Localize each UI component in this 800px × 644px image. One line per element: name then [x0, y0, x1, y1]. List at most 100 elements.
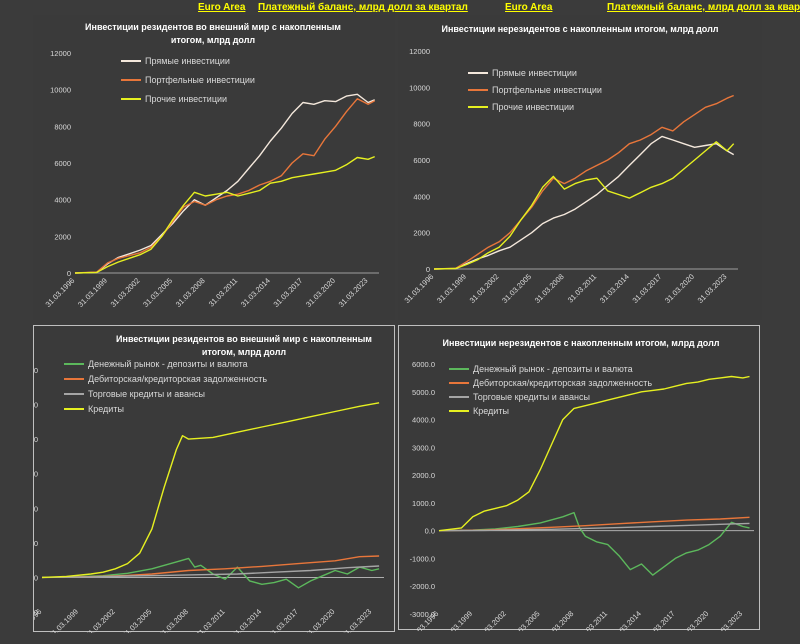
x-tick-label: 31.03.2008 [543, 609, 576, 631]
x-tick-label: 31.03.2023 [337, 276, 370, 309]
y-tick-label: 12000 [409, 47, 430, 56]
y-tick-label: 4000 [54, 196, 71, 205]
legend-label: Прочие инвестиции [492, 102, 574, 112]
y-tick-label: 4000 [413, 192, 430, 201]
y-tick-label: 2000.0 [412, 471, 435, 480]
y-tick-label: 1000.0 [34, 539, 38, 548]
y-tick-label: 4000.0 [412, 416, 435, 425]
y-tick-label: 0 [67, 269, 71, 278]
x-tick-label: 31.03.2014 [610, 609, 643, 631]
legend-label: Портфельные инвестиции [145, 75, 255, 85]
series-line [438, 375, 750, 532]
x-tick-label: 31.03.2008 [533, 272, 566, 305]
header-left-subtitle[interactable]: Платежный баланс, млрд долл за квартал [258, 2, 468, 13]
y-tick-label: 2000 [413, 229, 430, 238]
x-tick-label: 31.03.2014 [598, 272, 631, 305]
x-tick-label: 31.03.2005 [141, 276, 174, 309]
series-line [74, 93, 375, 274]
x-tick-label: 31.03.2020 [678, 609, 711, 631]
legend-label: Торговые кредиты и авансы [88, 389, 205, 399]
x-tick-label: 31.03.1996 [34, 607, 43, 633]
x-tick-label: 31.03.2005 [509, 609, 542, 631]
x-tick-label: 31.03.2002 [84, 607, 117, 633]
y-tick-label: 0 [426, 265, 430, 274]
chart-title-line: Инвестиции нерезидентов с накопленным ит… [441, 24, 718, 34]
chart-panel-residents-other-investment: Инвестиции резидентов во внешний мир с н… [11, 325, 395, 640]
series-line [433, 135, 735, 270]
chart-title-line: Инвестиции резидентов во внешний мир с н… [116, 334, 372, 344]
x-tick-label: 31.03.2017 [267, 607, 300, 633]
y-tick-label: 3000.0 [412, 443, 435, 452]
y-tick-label: 5000.0 [34, 401, 38, 410]
x-tick-label: 31.03.1999 [76, 276, 109, 309]
series-line [433, 141, 735, 270]
x-tick-label: 31.03.2014 [239, 276, 272, 309]
x-tick-label: 31.03.2020 [304, 607, 337, 633]
y-tick-label: 2000 [54, 232, 71, 241]
legend-label: Портфельные инвестиции [492, 85, 602, 95]
legend-label: Кредиты [473, 406, 509, 416]
x-tick-label: 31.03.2011 [194, 607, 227, 633]
series-line [74, 98, 376, 274]
x-tick-label: 31.03.2020 [304, 276, 337, 309]
legend-label: Кредиты [88, 404, 124, 414]
chart-svg: Инвестиции резидентов во внешний мир с н… [44, 22, 379, 309]
x-tick-label: 31.03.2020 [663, 272, 696, 305]
x-tick-label: 31.03.2005 [120, 607, 153, 633]
y-tick-label: 1000.0 [412, 499, 435, 508]
y-tick-label: 8000 [413, 120, 430, 129]
x-tick-label: 31.03.2002 [468, 272, 501, 305]
y-tick-label: 0.0 [34, 573, 38, 582]
y-tick-label: 6000.0 [412, 360, 435, 369]
chart-title-line: Инвестиции резидентов во внешний мир с н… [85, 22, 341, 32]
legend-label: Денежный рынок - депозиты и валюта [88, 359, 248, 369]
y-tick-label: 2000.0 [34, 504, 38, 513]
x-tick-label: 31.03.2023 [711, 609, 744, 631]
legend-label: Торговые кредиты и авансы [473, 392, 590, 402]
chart-panel-residents-investment-types: Инвестиции резидентов во внешний мир с н… [33, 15, 395, 320]
x-tick-label: 31.03.2008 [157, 607, 190, 633]
x-tick-label: 31.03.2002 [109, 276, 142, 309]
header-right-subtitle[interactable]: Платежный баланс, млрд долл за квартал [607, 2, 800, 13]
y-tick-label: 0.0 [425, 527, 435, 536]
y-tick-label: 10000 [50, 86, 71, 95]
x-tick-label: 31.03.1999 [47, 607, 80, 633]
x-tick-label: 31.03.2017 [272, 276, 305, 309]
y-tick-label: 10000 [409, 83, 430, 92]
y-tick-label: 8000 [54, 122, 71, 131]
y-tick-label: -2000.0 [410, 582, 435, 591]
x-tick-label: 31.03.2011 [566, 272, 599, 305]
chart-title-line: итогом, млрд долл [171, 35, 256, 45]
y-tick-label: 3000.0 [34, 470, 38, 479]
legend-label: Прямые инвестиции [492, 68, 577, 78]
y-tick-label: 5000.0 [412, 388, 435, 397]
x-tick-label: 31.03.2002 [475, 609, 508, 631]
chart-panel-nonresidents-other-investment: Инвестиции нерезидентов с накопленным ит… [398, 325, 760, 642]
series-line [438, 511, 750, 576]
series-line [41, 402, 380, 579]
x-tick-label: 31.03.1999 [435, 272, 468, 305]
x-tick-label: 31.03.2011 [207, 276, 240, 309]
chart-panel-nonresidents-investment-types: Инвестиции нерезидентов с накопленным ит… [398, 15, 762, 320]
series-line [74, 155, 375, 274]
y-tick-label: 6000 [413, 156, 430, 165]
legend-label: Прямые инвестиции [145, 56, 230, 66]
legend-label: Дебиторская/кредиторская задолженность [88, 374, 267, 384]
chart-svg: Инвестиции резидентов во внешний мир с н… [11, 334, 384, 640]
y-tick-label: 4000.0 [34, 435, 38, 444]
x-tick-label: 31.03.2017 [631, 272, 664, 305]
y-tick-label: -3000.0 [410, 610, 435, 619]
chart-title-line: Инвестиции нерезидентов с накопленным ит… [442, 338, 719, 348]
series-line [433, 94, 734, 270]
chart-svg: Инвестиции нерезидентов с накопленным ит… [408, 338, 754, 642]
x-tick-label: 31.03.2005 [500, 272, 533, 305]
series-line [438, 522, 750, 532]
x-tick-label: 31.03.2023 [696, 272, 729, 305]
series-line [41, 565, 380, 579]
x-tick-label: 31.03.2011 [577, 609, 610, 631]
x-tick-label: 31.03.1996 [44, 276, 77, 309]
legend-label: Дебиторская/кредиторская задолженность [473, 378, 652, 388]
header-left-region[interactable]: Euro Area [198, 2, 246, 13]
header-right-region[interactable]: Euro Area [505, 2, 553, 13]
y-tick-label: -1000.0 [410, 554, 435, 563]
